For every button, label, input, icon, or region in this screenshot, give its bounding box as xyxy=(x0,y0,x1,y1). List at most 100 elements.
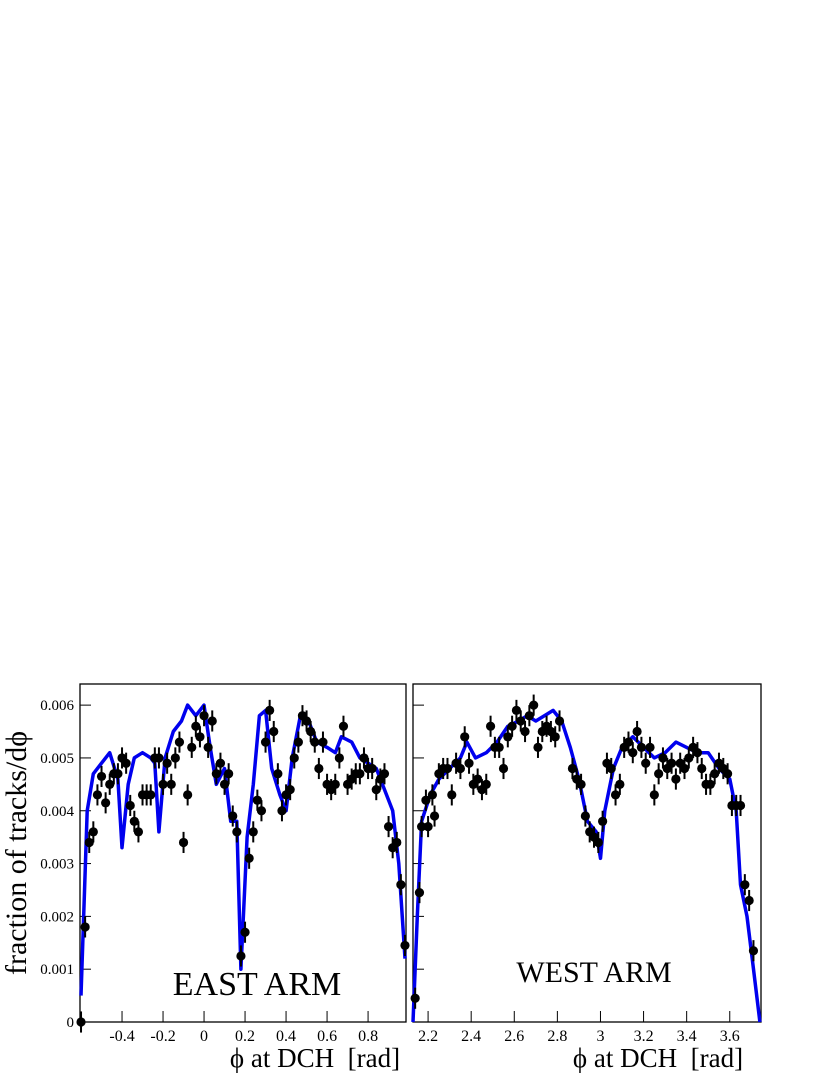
data-point xyxy=(410,993,420,1003)
y-tick-label: 0.002 xyxy=(40,909,74,925)
data-point xyxy=(679,763,690,774)
data-point xyxy=(615,779,625,789)
data-point xyxy=(334,753,344,763)
data-point xyxy=(158,779,168,789)
data-point xyxy=(80,922,90,932)
data-point xyxy=(379,769,390,779)
data-point xyxy=(576,779,586,789)
data-point xyxy=(423,821,433,832)
data-point xyxy=(174,737,185,747)
mc-curve xyxy=(79,703,407,996)
data-point xyxy=(494,742,504,752)
data-point xyxy=(252,795,262,805)
data-point xyxy=(641,758,651,768)
data-point xyxy=(654,769,664,779)
data-point xyxy=(658,753,668,763)
data-point xyxy=(224,769,234,779)
data-point xyxy=(697,763,707,774)
data-point xyxy=(293,737,303,747)
data-point xyxy=(598,816,608,826)
x-axis-label: ϕ at DCH [rad] xyxy=(573,1043,743,1073)
data-point xyxy=(240,927,250,937)
data-point xyxy=(96,771,107,782)
data-point xyxy=(244,853,254,863)
data-point xyxy=(211,769,221,779)
data-point xyxy=(533,742,543,752)
data-point xyxy=(367,763,377,774)
data-point xyxy=(610,790,621,800)
data-point xyxy=(520,726,530,737)
data-point xyxy=(529,700,539,710)
data-point xyxy=(671,774,681,784)
data-point xyxy=(355,769,365,779)
data-point xyxy=(524,711,534,721)
y-tick-label: 0.001 xyxy=(40,962,74,978)
y-tick-label: 0.005 xyxy=(40,751,74,767)
data-point xyxy=(228,811,238,821)
data-point xyxy=(421,795,431,805)
x-tick-label: 2.8 xyxy=(547,1028,567,1045)
y-tick-label: 0 xyxy=(67,1015,75,1031)
data-point xyxy=(265,705,275,716)
data-point xyxy=(455,763,466,774)
data-point xyxy=(481,779,491,789)
data-point xyxy=(330,779,340,789)
y-tick-label: 0.004 xyxy=(40,804,74,820)
data-point xyxy=(301,716,312,726)
data-point xyxy=(76,1017,86,1027)
data-point xyxy=(507,721,517,731)
data-point xyxy=(710,769,720,779)
data-point xyxy=(649,790,659,800)
x-tick-label: 3 xyxy=(596,1028,604,1045)
data-point xyxy=(400,940,410,951)
data-point xyxy=(203,742,213,752)
data-point xyxy=(162,758,172,768)
data-point xyxy=(125,800,135,811)
data-point xyxy=(256,806,267,816)
data-point xyxy=(503,732,513,742)
data-point xyxy=(383,821,394,832)
data-point xyxy=(636,742,647,752)
data-point xyxy=(645,742,655,752)
data-point xyxy=(215,758,226,768)
data-point xyxy=(442,763,453,774)
data-point xyxy=(133,827,144,837)
x-tick-label: 0.8 xyxy=(358,1028,378,1045)
data-point xyxy=(248,827,258,837)
data-point xyxy=(232,827,242,837)
data-point xyxy=(105,779,115,789)
data-point xyxy=(554,716,565,726)
data-point xyxy=(183,790,193,800)
data-point xyxy=(744,895,754,906)
data-point xyxy=(318,737,328,747)
data-point xyxy=(511,705,522,716)
data-point xyxy=(371,785,381,795)
data-point xyxy=(178,837,189,848)
data-point xyxy=(735,800,746,811)
x-tick-label: 2.4 xyxy=(461,1028,481,1045)
panel-annotation: EAST ARM xyxy=(173,966,341,1003)
data-point xyxy=(417,821,427,832)
x-tick-label: 0.4 xyxy=(276,1028,296,1045)
data-point xyxy=(684,753,694,763)
data-point xyxy=(516,716,526,726)
data-point xyxy=(84,837,94,848)
data-point xyxy=(460,732,470,742)
data-point xyxy=(219,779,230,789)
data-point xyxy=(632,726,642,737)
data-point xyxy=(485,721,496,731)
data-point xyxy=(88,827,98,837)
data-point xyxy=(113,769,123,779)
x-tick-label: 0 xyxy=(200,1028,208,1045)
data-point xyxy=(121,758,131,768)
data-point xyxy=(628,748,638,758)
data-point xyxy=(580,811,590,821)
panel-annotation: WEST ARM xyxy=(516,956,671,989)
data-point xyxy=(273,769,283,779)
data-point xyxy=(269,726,279,737)
data-point xyxy=(447,790,457,800)
data-point xyxy=(692,748,703,758)
x-tick-label: 2.6 xyxy=(504,1028,524,1045)
